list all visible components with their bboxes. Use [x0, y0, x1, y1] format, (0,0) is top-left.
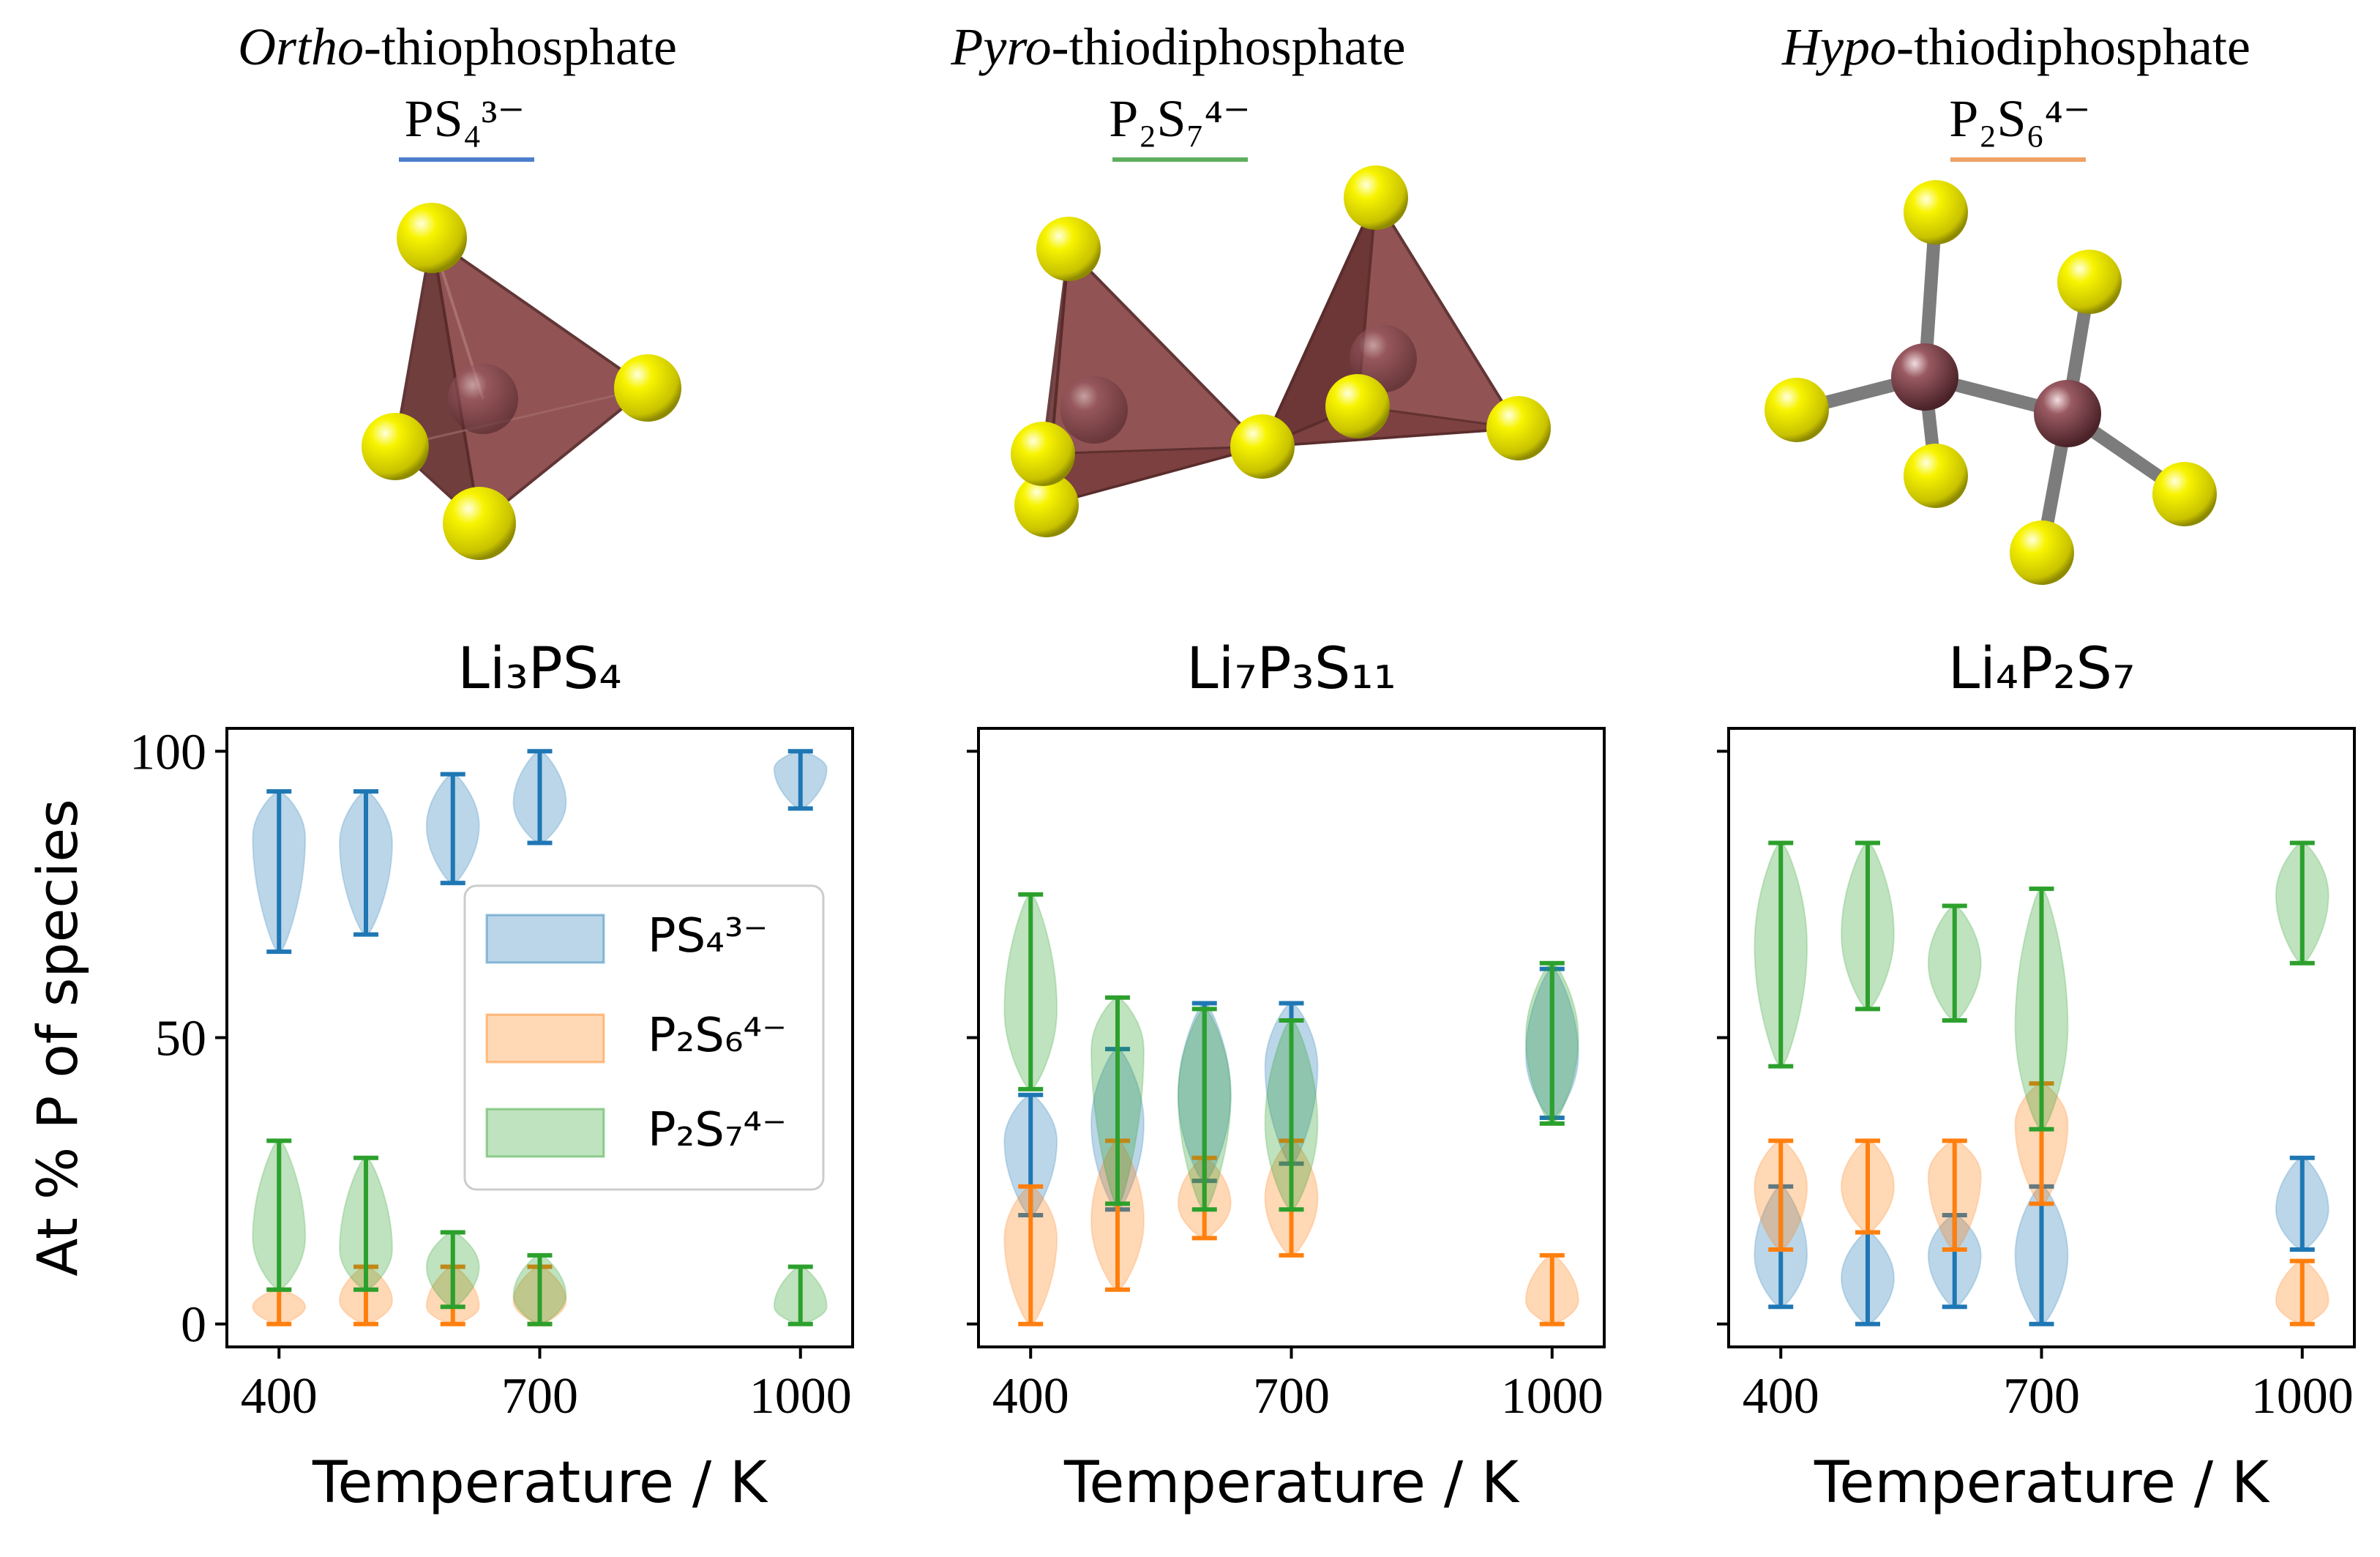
violin-p2s7-600	[1177, 1007, 1232, 1212]
sulfur-atom	[1036, 217, 1101, 281]
sulfur-atom	[1765, 378, 1829, 442]
sulfur-atom	[614, 354, 681, 422]
x-tick-label-400: 400	[241, 1368, 318, 1425]
x-axis-label: Temperature / K	[312, 1450, 768, 1516]
legend-item-p2s7: P₂S₇⁴⁻	[485, 1103, 787, 1158]
molecule-name-pyro: Pyro-thiodiphosphate	[950, 18, 1405, 76]
y-axis-label: At % P of species	[25, 799, 90, 1276]
violin-p2s7-1000	[2275, 840, 2330, 966]
violin-p2s6-400	[252, 1287, 307, 1326]
x-axis-label: Temperature / K	[1814, 1450, 2270, 1516]
violin-p2s7-600	[1927, 903, 1982, 1023]
violin-ps4-1000	[773, 749, 828, 811]
x-tick-label-400: 400	[992, 1368, 1069, 1425]
sulfur-atom	[2057, 250, 2122, 314]
molecule-name-hypo: Hypo-thiodiphosphate	[1781, 18, 2250, 76]
violin-ps4-1000	[2275, 1155, 2330, 1252]
violin-p2s7-400	[1003, 892, 1058, 1091]
phosphorus-atom	[448, 364, 518, 434]
chart-legend: PS₄³⁻ P₂S₆⁴⁻ P₂S₇⁴⁻	[463, 884, 825, 1191]
sulfur-atom	[2152, 462, 2217, 526]
x-tick-label-1000: 1000	[1501, 1368, 1603, 1425]
molecule-formula-ortho: PS₄³⁻	[405, 89, 525, 148]
legend-frame	[463, 884, 825, 1191]
x-tick-label-400: 400	[1743, 1368, 1819, 1425]
legend-label-p2s6: P₂S₆⁴⁻	[648, 1009, 787, 1063]
sulfur-atom	[397, 203, 467, 273]
violin-p2s7-400	[1754, 840, 1808, 1069]
sulfur-atom	[1344, 165, 1408, 230]
sulfur-atom	[1325, 374, 1390, 438]
violin-ps4-700	[512, 749, 567, 845]
chart-title: Li₇P₃S₁₁	[1186, 636, 1396, 702]
violin-p2s7-500	[339, 1155, 393, 1292]
violin-ps4-400	[252, 789, 307, 955]
violin-p2s6-1000	[1524, 1252, 1579, 1326]
ortho-thiophosphate-structure	[362, 203, 681, 560]
sulfur-atom	[443, 487, 516, 560]
violin-p2s6-500	[1840, 1138, 1896, 1235]
legend-label-p2s7: P₂S₇⁴⁻	[648, 1103, 787, 1157]
violin-p2s6-400	[1003, 1184, 1058, 1326]
sulfur-atom	[1014, 473, 1079, 537]
chart-title: Li₄P₂S₇	[1948, 636, 2135, 702]
violin-p2s7-500	[1090, 995, 1145, 1206]
legend-swatch-p2s7	[485, 1108, 605, 1158]
violin-p2s7-600	[425, 1230, 480, 1310]
violin-p2s7-700	[512, 1252, 567, 1326]
violin-p2s7-400	[252, 1138, 307, 1292]
molecule-formula-hypo: P₂S₆⁴⁻	[1949, 89, 2090, 148]
legend-label-ps4: PS₄³⁻	[648, 909, 768, 963]
legend-swatch-ps4	[485, 914, 605, 964]
sulfur-atom	[1486, 396, 1551, 460]
violin-chart-li7p3s11: Li₇P₃S₁₁ 400 700 1000 Temperature / K	[967, 636, 1606, 1516]
violin-p2s7-700	[1264, 1018, 1319, 1212]
violin-p2s6-1000	[2275, 1258, 2330, 1326]
molecule-name-ortho: Ortho-thiophosphate	[238, 18, 677, 76]
phosphorus-atom	[1060, 376, 1128, 444]
x-tick-label-700: 700	[1253, 1368, 1330, 1425]
molecule-header-pyro: Pyro-thiodiphosphate P₂S₇⁴⁻	[950, 18, 1406, 162]
x-tick-label-1000: 1000	[2251, 1368, 2354, 1425]
phosphorus-atom	[1891, 343, 1958, 411]
x-axis-label: Temperature / K	[1063, 1450, 1520, 1516]
violin-p2s6-400	[1754, 1138, 1808, 1252]
molecule-header-hypo: Hypo-thiodiphosphate P₂S₆⁴⁻	[1781, 18, 2250, 162]
legend-item-ps4: PS₄³⁻	[485, 909, 768, 964]
molecule-header-ortho: Ortho-thiophosphate PS₄³⁻	[238, 18, 677, 162]
violin-p2s7-1000	[773, 1264, 828, 1326]
legend-swatch-p2s6	[485, 1013, 605, 1064]
y-tick-label-0: 0	[181, 1297, 206, 1353]
violin-p2s7-700	[2014, 886, 2069, 1132]
violin-p2s7-1000	[1524, 960, 1579, 1126]
violin-chart-li4p2s7: Li₄P₂S₇ 400 700 1000 Temperature / K	[1717, 636, 2356, 1516]
sulfur-atom	[1904, 444, 1968, 508]
molecule-formula-pyro: P₂S₇⁴⁻	[1109, 89, 1250, 148]
pyro-thiodiphosphate-structure	[1011, 165, 1551, 537]
violin-p2s7-500	[1840, 840, 1896, 1012]
x-tick-label-1000: 1000	[749, 1368, 852, 1425]
sulfur-atom	[1011, 422, 1075, 486]
x-tick-label-700: 700	[501, 1368, 578, 1425]
violin-ps4-700	[2014, 1184, 2069, 1326]
violin-chart-li3ps4: Li₃PS₄ 400 700 1000 0 50 100 Temperature / K At …	[25, 636, 854, 1516]
violin-ps4-500	[1840, 1230, 1896, 1326]
sulfur-atom	[1230, 414, 1295, 479]
sulfur-atom	[1904, 180, 1968, 244]
phosphorus-atom	[2034, 380, 2101, 447]
x-tick-label-700: 700	[2003, 1368, 2080, 1425]
y-tick-label-50: 50	[155, 1011, 206, 1067]
sulfur-atom	[2010, 520, 2074, 585]
violin-ps4-400	[1003, 1092, 1058, 1218]
hypo-thiodiphosphate-structure	[1765, 180, 2217, 585]
sulfur-atom	[362, 413, 429, 480]
violin-ps4-500	[338, 789, 394, 937]
violin-ps4-600	[425, 772, 480, 886]
chart-title: Li₃PS₄	[457, 636, 621, 702]
y-tick-label-100: 100	[130, 724, 206, 780]
legend-item-p2s6: P₂S₆⁴⁻	[485, 1009, 787, 1064]
violin-p2s6-600	[1927, 1138, 1982, 1252]
